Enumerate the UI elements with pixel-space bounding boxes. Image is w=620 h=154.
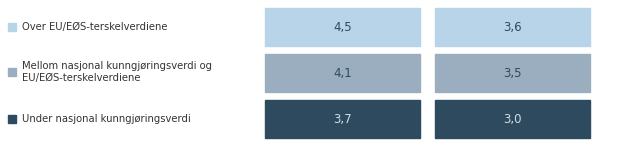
Bar [265, 100, 420, 138]
Text: 4,1: 4,1 [333, 67, 352, 79]
Bar [435, 54, 590, 92]
Text: 3,7: 3,7 [333, 113, 352, 126]
Bar [435, 100, 590, 138]
Bar [265, 8, 420, 46]
Text: Under nasjonal kunngjøringsverdi: Under nasjonal kunngjøringsverdi [22, 114, 191, 124]
Bar [8, 23, 16, 31]
Bar [435, 8, 590, 46]
Text: 3,0: 3,0 [503, 113, 522, 126]
Bar [265, 54, 420, 92]
Bar [8, 68, 16, 76]
Text: Over EU/EØS-terskelverdiene: Over EU/EØS-terskelverdiene [22, 22, 167, 32]
Text: 3,5: 3,5 [503, 67, 522, 79]
Text: Mellom nasjonal kunngjøringsverdi og
EU/EØS-terskelverdiene: Mellom nasjonal kunngjøringsverdi og EU/… [22, 61, 212, 83]
Bar [8, 115, 16, 123]
Text: 3,6: 3,6 [503, 20, 522, 34]
Text: 4,5: 4,5 [333, 20, 352, 34]
